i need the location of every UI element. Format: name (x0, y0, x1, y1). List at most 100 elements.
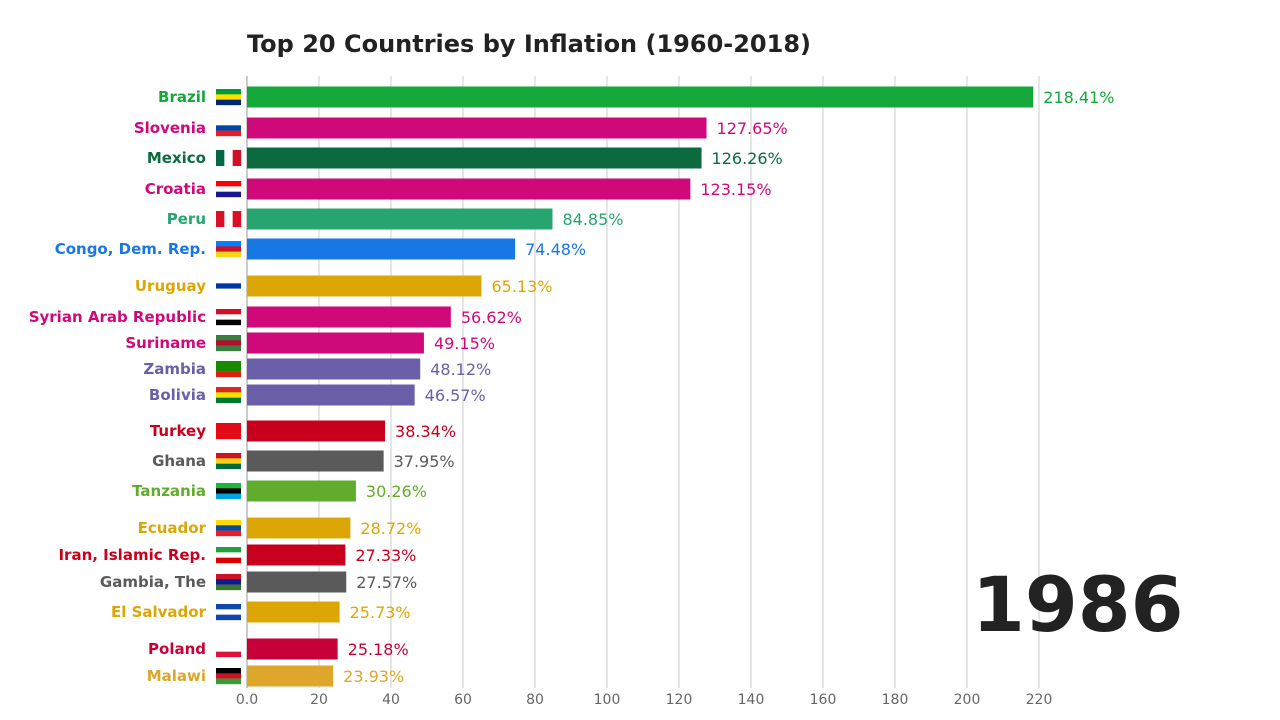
bar (247, 178, 691, 200)
flag-stripe (216, 651, 241, 658)
country-label: Malawi (147, 667, 206, 685)
x-tick-label: 60 (454, 692, 472, 708)
flag-stripe (216, 125, 241, 131)
flag-stripe (216, 530, 241, 537)
value-label: 27.57% (356, 573, 417, 592)
flag-stripe (216, 392, 241, 398)
x-tick-label: 0.0 (236, 692, 258, 708)
x-tick-label: 100 (594, 692, 621, 708)
flag-stripe (216, 335, 241, 341)
flag-stripe (216, 433, 241, 440)
x-tick-label: 80 (526, 692, 544, 708)
country-label: Croatia (145, 180, 206, 198)
flag-stripe (216, 181, 241, 187)
flag-stripe (216, 397, 241, 404)
flag-stripe (216, 288, 241, 295)
flag-stripe (224, 150, 233, 166)
country-label: Peru (167, 210, 206, 228)
flag-stripe (216, 604, 241, 610)
value-label: 218.41% (1043, 88, 1114, 107)
flag-stripe (216, 99, 241, 106)
country-label: Uruguay (135, 277, 206, 295)
flag-stripe (216, 130, 241, 137)
flag-stripe (216, 186, 241, 192)
bar (247, 638, 338, 660)
bar (247, 208, 553, 230)
value-label: 49.15% (434, 334, 495, 353)
bar (247, 306, 451, 328)
flag-stripe (216, 673, 241, 679)
value-label: 46.57% (425, 386, 486, 405)
country-label: Ghana (152, 452, 206, 470)
bar (247, 517, 351, 539)
flag-stripe (216, 557, 241, 564)
value-label: 127.65% (717, 119, 788, 138)
value-label: 23.93% (343, 667, 404, 686)
chart-title: Top 20 Countries by Inflation (1960-2018… (247, 30, 811, 58)
bar (247, 544, 346, 566)
flag-stripe (216, 646, 241, 652)
flag-stripe (216, 371, 241, 378)
flag-stripe (216, 120, 241, 126)
value-label: 27.33% (355, 546, 416, 565)
value-label: 65.13% (491, 277, 552, 296)
x-tick-label: 180 (882, 692, 909, 708)
flag-stripe (216, 366, 241, 372)
country-label: Congo, Dem. Rep. (55, 240, 206, 258)
flag-stripe (216, 493, 241, 500)
flag-stripe (216, 423, 241, 429)
flag-stripe (216, 241, 241, 247)
country-label: Bolivia (149, 386, 206, 404)
x-tick-label: 20 (310, 692, 328, 708)
flag-stripe (216, 483, 241, 489)
country-label: Slovenia (134, 119, 206, 137)
flag-stripe (216, 641, 241, 647)
bar (247, 147, 702, 169)
flag-stripe (216, 150, 225, 166)
x-tick-label: 160 (810, 692, 837, 708)
country-label: Poland (148, 640, 206, 658)
flag-stripe (216, 584, 241, 591)
flag-stripe (224, 211, 233, 227)
country-label: Gambia, The (100, 573, 206, 591)
flag-stripe (216, 387, 241, 393)
flag-stripe (216, 463, 241, 470)
country-label: Tanzania (132, 482, 206, 500)
flag-stripe (232, 211, 242, 227)
x-tick-label: 40 (382, 692, 400, 708)
flag-stripe (216, 614, 241, 621)
bar (247, 420, 386, 442)
flag-stripe (216, 191, 241, 198)
bar (247, 117, 707, 139)
bar (247, 358, 421, 380)
bar (247, 571, 347, 593)
x-tick-label: 120 (666, 692, 693, 708)
flag-stripe (216, 319, 241, 326)
value-label: 37.95% (394, 452, 455, 471)
flag-stripe (216, 94, 241, 100)
bar (247, 480, 356, 502)
flag-stripe (216, 458, 241, 464)
value-label: 48.12% (430, 360, 491, 379)
bar (247, 384, 415, 406)
country-label: Suriname (125, 334, 206, 352)
value-label: 123.15% (700, 180, 771, 199)
bar (247, 665, 334, 687)
flag-stripe (216, 668, 241, 674)
value-label: 56.62% (461, 308, 522, 327)
country-label: Syrian Arab Republic (29, 308, 206, 326)
country-label: Zambia (143, 360, 206, 378)
year-label: 1986 (972, 560, 1184, 649)
flag-stripe (216, 361, 241, 367)
flag-stripe (216, 89, 241, 95)
value-label: 38.34% (395, 422, 456, 441)
flag-stripe (216, 340, 241, 346)
country-label: Ecuador (138, 519, 207, 537)
value-label: 25.73% (350, 603, 411, 622)
flag-stripe (216, 579, 241, 585)
flag-stripe (216, 211, 225, 227)
flag-stripe (216, 547, 241, 553)
country-label: Turkey (150, 422, 206, 440)
